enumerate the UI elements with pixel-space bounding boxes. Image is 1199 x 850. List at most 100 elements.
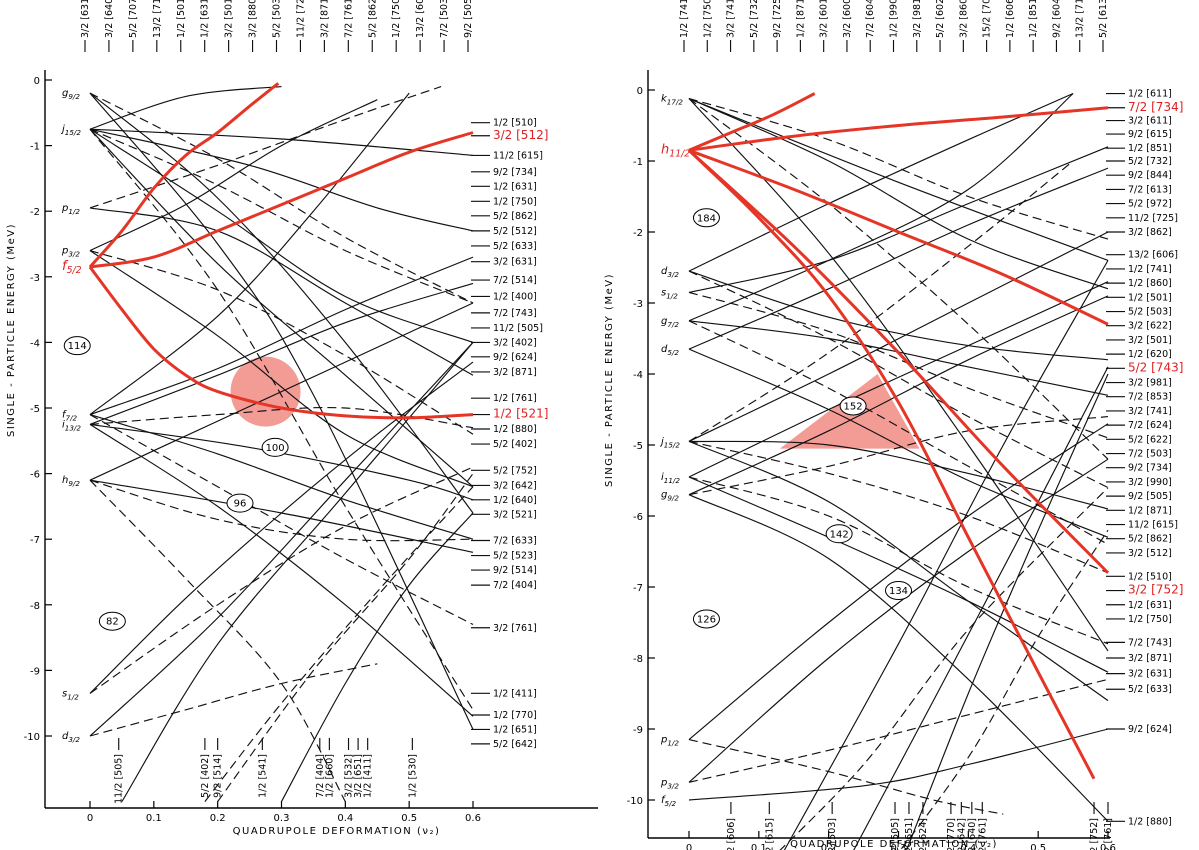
left-highlighted-orbit <box>88 266 474 420</box>
left-right-label: 3/2 [631] <box>493 257 537 268</box>
right-orbital-label: d5/2 <box>661 344 679 357</box>
right-shell-gap-bubble <box>692 208 720 228</box>
left-orbit-solid <box>89 86 282 130</box>
right-orbit-solid <box>688 423 1109 741</box>
left-shell-gap-label: 114 <box>68 341 87 352</box>
left-y-tick-label: 0 <box>34 76 40 87</box>
right-right-label: 7/2 [734] <box>1128 100 1183 114</box>
right-x-tick-label: 0.1 <box>751 843 767 850</box>
left-bottom-label: 1/2 [411] <box>363 754 374 798</box>
right-orbital-label: k17/2 <box>661 94 683 107</box>
left-orbit-dashed <box>89 128 474 304</box>
right-right-label: 3/2 [622] <box>1128 321 1172 332</box>
right-orbit-dashed <box>779 487 1109 850</box>
right-highlighted-orbit <box>687 149 1110 574</box>
right-bottom-label: 1/2 [770] <box>946 818 957 850</box>
left-top-label: 5/2 [503] <box>272 0 283 38</box>
right-highlighted-orbit <box>688 148 1109 326</box>
left-orbit-dashed <box>89 86 442 209</box>
left-shell-gap-label: 82 <box>106 617 119 628</box>
right-right-label: 1/2 [631] <box>1128 600 1172 611</box>
left-right-label: 9/2 [624] <box>493 352 537 363</box>
left-orbit-dashed <box>89 466 474 694</box>
right-bottom-label: 1/2 [761] <box>1103 818 1114 850</box>
left-highlighted-orbit <box>89 131 474 269</box>
right-orbit-dashed <box>688 160 1074 442</box>
left-right-label: 5/2 [633] <box>493 241 537 252</box>
right-orbit-solid <box>688 476 1109 673</box>
left-x-tick-label: 0.4 <box>337 813 353 824</box>
left-top-label: 11/2 [725] <box>295 0 306 38</box>
left-right-label: 1/2 [750] <box>493 196 537 207</box>
right-top-label: 5/2 [602] <box>935 0 946 38</box>
right-top-label: 13/2 [716] <box>1075 0 1086 38</box>
left-right-label: 1/2 [640] <box>493 495 537 506</box>
right-top-label: 3/2 [741] <box>726 0 737 38</box>
right-orbit-dashed <box>688 739 1004 815</box>
right-orbit-solid <box>688 231 1109 442</box>
left-orbit-solid <box>89 423 474 501</box>
left-top-label: 3/2 [871] <box>319 0 330 38</box>
right-bottom-label: 1/2 [640] <box>967 818 978 850</box>
right-top-label: 1/2 [741] <box>679 0 690 38</box>
left-right-label: 5/2 [523] <box>493 551 537 562</box>
right-bottom-label: 13/2 [606] <box>726 818 737 850</box>
right-orbit-solid <box>688 146 1109 293</box>
left-shell-gap-label: 96 <box>234 499 247 510</box>
left-orbital-label: f5/2 <box>62 259 82 276</box>
left-right-label: 5/2 [402] <box>493 439 537 450</box>
right-orbit-dashed <box>688 416 1109 496</box>
right-right-label: 3/2 [871] <box>1128 653 1172 664</box>
right-orbit-solid <box>688 98 1109 652</box>
right-shell-gap-label: 134 <box>889 586 908 597</box>
right-orbital-label: d3/2 <box>661 266 679 279</box>
right-right-label: 1/2 [871] <box>1128 505 1172 516</box>
right-right-label: 1/2 [860] <box>1128 278 1172 289</box>
left-orbit-dashed <box>89 663 378 737</box>
left-bottom-label: 11/2 [505] <box>114 754 125 804</box>
left-orbit-dashed <box>89 414 474 626</box>
left-x-tick-label: 0.2 <box>210 813 226 824</box>
right-right-label: 7/2 [613] <box>1128 184 1172 195</box>
right-top-label: 3/2 [860] <box>958 0 969 38</box>
right-orbit-solid <box>688 320 1109 396</box>
right-orbital-label: g7/2 <box>661 316 679 329</box>
right-y-tick-label: 0 <box>637 86 643 97</box>
right-orbit-solid <box>688 458 1109 783</box>
left-y-tick-label: -8 <box>30 601 40 612</box>
right-top-label: 1/2 [750] <box>702 0 713 38</box>
right-right-label: 7/2 [624] <box>1128 420 1172 431</box>
right-shell-gap-bubble <box>825 524 853 544</box>
left-right-label: 1/2 [400] <box>493 291 537 302</box>
right-x-tick-label: 0.2 <box>821 843 837 850</box>
left-y-tick-label: -5 <box>30 404 40 415</box>
right-right-label: 3/2 [501] <box>1128 335 1172 346</box>
right-right-label: 3/2 [741] <box>1128 406 1172 417</box>
right-top-label: 1/2 [871] <box>795 0 806 38</box>
left-orbit-solid <box>89 302 474 481</box>
left-orbit-solid <box>89 361 474 694</box>
right-x-tick-label: 0.4 <box>960 843 976 850</box>
left-orbit-solid <box>121 342 474 802</box>
left-bottom-label: 5/2 [402] <box>200 754 211 798</box>
right-orbital-label: g9/2 <box>661 490 679 503</box>
right-orbit-solid <box>688 728 1109 801</box>
right-right-label: 9/2 [734] <box>1128 463 1172 474</box>
right-orbit-solid <box>906 373 1109 850</box>
left-top-label: 1/2 [501] <box>176 0 187 38</box>
right-top-label: 9/2 [725] <box>772 0 783 38</box>
right-right-label: 5/2 [503] <box>1128 307 1172 318</box>
left-y-tick-label: -3 <box>30 273 40 284</box>
right-orbit-solid <box>688 92 1074 272</box>
right-orbit-solid <box>688 440 1109 510</box>
right-orbit-solid <box>688 440 1109 702</box>
left-y-tick-label: -7 <box>30 535 40 546</box>
left-shell-gap-label: 100 <box>266 443 285 454</box>
right-shell-gap-bubble <box>839 396 867 416</box>
left-bottom-label: 3/2 [532] <box>344 754 355 798</box>
left-orbit-solid <box>89 423 474 717</box>
right-x-axis-title: QUADRUPOLE DEFORMATION (ν₂) <box>790 839 998 850</box>
left-nilsson-diagram: 0 -1 -2 -3 -4 -5 -6 -7 -8 -9 -10 0 0.1 0.2 0.3 0.4 0.5 0.… <box>6 0 598 837</box>
left-right-label: 1/2 [510] <box>493 118 537 129</box>
